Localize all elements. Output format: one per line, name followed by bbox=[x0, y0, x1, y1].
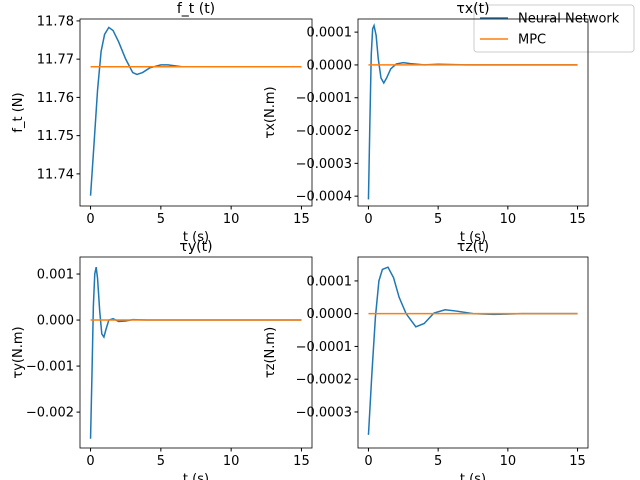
x-axis-label: t (s) bbox=[460, 472, 486, 480]
x-tick-label: 15 bbox=[569, 454, 586, 469]
y-tick-label: 11.74 bbox=[37, 167, 74, 182]
axes-frame bbox=[79, 256, 313, 449]
y-tick-label: −0.0001 bbox=[296, 91, 352, 106]
axes-frame bbox=[79, 18, 313, 207]
axes-title: τy(t) bbox=[179, 239, 212, 255]
y-tick-label: −0.0003 bbox=[296, 405, 352, 420]
y-tick-label: 0.0001 bbox=[307, 274, 353, 289]
axes-frame bbox=[357, 18, 589, 207]
x-tick-label: 10 bbox=[500, 454, 517, 469]
legend-frame bbox=[473, 4, 635, 53]
x-tick-label: 15 bbox=[293, 454, 310, 469]
y-tick-label: 11.77 bbox=[37, 53, 74, 68]
y-axis-label: τy(N.m) bbox=[11, 326, 26, 378]
x-tick-label: 10 bbox=[500, 212, 517, 227]
y-tick-label: −0.0002 bbox=[296, 373, 352, 388]
y-tick-label: −0.0003 bbox=[296, 157, 352, 172]
series-line bbox=[367, 266, 578, 435]
x-axis-label: t (s) bbox=[183, 230, 209, 245]
y-tick-label: −0.0004 bbox=[296, 190, 352, 205]
legend-label: MPC bbox=[518, 33, 546, 48]
axes-title: τx(t) bbox=[456, 1, 489, 17]
y-tick-label: 0.0000 bbox=[307, 58, 353, 73]
x-tick-label: 0 bbox=[86, 212, 94, 227]
x-tick-label: 0 bbox=[364, 454, 372, 469]
x-tick-label: 15 bbox=[293, 212, 310, 227]
x-axis-label: t (s) bbox=[460, 230, 486, 245]
x-tick-label: 0 bbox=[364, 212, 372, 227]
y-tick-label: −0.002 bbox=[26, 406, 74, 421]
y-tick-label: 0.001 bbox=[37, 268, 74, 283]
x-tick-label: 5 bbox=[157, 212, 165, 227]
y-axis-label: f_t (N) bbox=[11, 92, 26, 132]
y-tick-label: 0.000 bbox=[37, 314, 74, 329]
axes-frame bbox=[357, 256, 589, 449]
x-tick-label: 10 bbox=[223, 454, 240, 469]
y-tick-label: 11.78 bbox=[37, 14, 74, 29]
y-tick-label: −0.001 bbox=[26, 360, 74, 375]
x-axis-label: t (s) bbox=[183, 472, 209, 480]
axes-title: τz(t) bbox=[457, 239, 489, 255]
x-tick-label: 0 bbox=[86, 454, 94, 469]
y-tick-label: 0.0000 bbox=[307, 307, 353, 322]
y-axis-label: τz(N.m) bbox=[263, 327, 278, 378]
y-tick-label: 11.75 bbox=[37, 129, 74, 144]
x-tick-label: 15 bbox=[569, 212, 586, 227]
y-tick-label: −0.0001 bbox=[296, 340, 352, 355]
x-tick-label: 5 bbox=[157, 454, 165, 469]
y-tick-label: 11.76 bbox=[37, 91, 74, 106]
y-tick-label: 0.0001 bbox=[307, 26, 353, 41]
x-tick-label: 5 bbox=[434, 212, 442, 227]
axes-title: f_t (t) bbox=[177, 1, 215, 17]
y-tick-label: −0.0002 bbox=[296, 124, 352, 139]
x-tick-label: 5 bbox=[434, 454, 442, 469]
y-axis-label: τx(N.m) bbox=[263, 86, 278, 138]
x-tick-label: 10 bbox=[223, 212, 240, 227]
